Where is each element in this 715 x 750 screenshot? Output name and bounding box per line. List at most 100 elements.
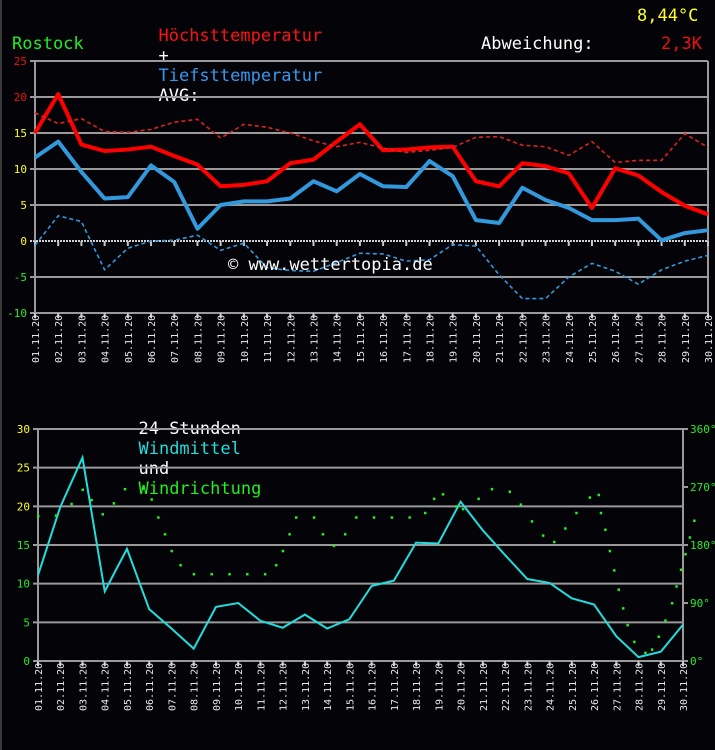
x-tick-label: 19.11.20 (449, 315, 460, 363)
direction-dot (644, 651, 647, 655)
direction-dot (81, 488, 84, 492)
direction-dot (617, 588, 620, 591)
y2-tick-label: 270° (690, 481, 715, 494)
x-tick-label: 27.11.20 (634, 315, 645, 363)
direction-dot (597, 493, 600, 497)
direction-dot (101, 513, 104, 516)
watermark: © www.wettertopia.de (228, 255, 433, 275)
x-tick-label: 09.11.20 (217, 315, 228, 363)
wind-title-windrichtung: Windrichtung (138, 479, 262, 499)
y-tick-label: 20 (17, 500, 30, 513)
deviation-label: Abweichung: (481, 34, 594, 54)
x-tick-label: 24.11.20 (546, 663, 557, 711)
title-low: Tiefsttemperatur (158, 66, 323, 86)
direction-dot (575, 511, 578, 515)
direction-dot (332, 544, 336, 548)
x-tick-label: 17.11.20 (390, 663, 401, 711)
direction-dot (675, 585, 678, 588)
y-tick-label: 0 (20, 235, 27, 248)
direction-dot (163, 533, 167, 536)
x-tick-label: 27.11.20 (612, 663, 623, 711)
x-tick-label: 12.11.20 (279, 663, 290, 711)
y-tick-label: -5 (14, 271, 27, 284)
direction-dot (141, 487, 145, 490)
direction-dot (295, 516, 298, 519)
x-tick-label: 29.11.20 (681, 315, 692, 363)
x-tick-label: 21.11.20 (479, 663, 490, 711)
direction-dot (343, 533, 347, 536)
x-tick-label: 26.11.20 (590, 663, 601, 711)
x-tick-label: 15.11.20 (345, 663, 356, 711)
x-tick-label: 13.11.20 (301, 663, 312, 711)
direction-dot (390, 516, 394, 519)
x-tick-label: 13.11.20 (309, 315, 320, 363)
series-line (34, 112, 709, 164)
y2-tick-label: 0° (690, 655, 703, 668)
y-tick-label: 0 (23, 655, 30, 668)
x-tick-label: 28.11.20 (635, 663, 646, 711)
direction-dot (688, 536, 692, 539)
direction-dot (664, 619, 667, 622)
x-tick-label: 25.11.20 (588, 315, 599, 363)
direction-dot (321, 533, 325, 536)
direction-dot (541, 534, 545, 537)
direction-dot (372, 516, 376, 519)
direction-dot (530, 520, 534, 523)
x-tick-label: 05.11.20 (123, 663, 134, 711)
x-tick-label: 10.11.20 (234, 663, 245, 711)
x-tick-label: 11.11.20 (263, 315, 274, 363)
direction-dot (519, 503, 523, 506)
x-tick-label: 21.11.20 (495, 315, 506, 363)
y-tick-label: 20 (14, 91, 27, 104)
x-tick-label: 03.11.20 (78, 663, 89, 711)
x-tick-label: 18.11.20 (412, 663, 423, 711)
direction-dot (54, 514, 58, 517)
x-tick-label: 01.11.20 (34, 663, 45, 711)
x-tick-label: 15.11.20 (356, 315, 367, 363)
direction-dot (281, 549, 285, 553)
y-tick-label: 5 (23, 616, 30, 629)
direction-dot (441, 493, 445, 496)
x-tick-label: 18.11.20 (426, 315, 437, 363)
direction-dot (228, 573, 231, 576)
wind-title-windmittel: Windmittel (138, 439, 241, 459)
direction-dot (274, 563, 278, 567)
left-edge-divider (0, 0, 2, 750)
direction-dot (90, 498, 93, 502)
x-tick-label: 30.11.20 (704, 315, 715, 363)
chart-title: Höchsttemperatur + Tiefsttemperatur AVG: (138, 6, 322, 106)
y-tick-label: 10 (14, 163, 27, 176)
direction-dot (604, 528, 607, 532)
x-tick-label: 09.11.20 (212, 663, 223, 711)
direction-dot (679, 568, 683, 571)
direction-dot (170, 549, 173, 553)
x-tick-label: 03.11.20 (77, 315, 88, 363)
deviation-value: 2,3K (661, 34, 702, 54)
x-tick-label: 26.11.20 (611, 315, 622, 363)
direction-dot (70, 502, 73, 506)
direction-dot (179, 563, 182, 567)
y-tick-label: 15 (17, 539, 30, 552)
x-tick-label: 14.11.20 (323, 663, 334, 711)
direction-dot (210, 573, 213, 576)
direction-dot (670, 602, 674, 605)
direction-dot (608, 549, 612, 553)
y2-tick-label: 90° (690, 597, 710, 610)
x-tick-label: 14.11.20 (333, 315, 344, 363)
x-tick-label: 20.11.20 (457, 663, 468, 711)
x-tick-label: 16.11.20 (379, 315, 390, 363)
direction-dot (633, 640, 636, 644)
wind-title-und: und (138, 459, 170, 479)
direction-dot (150, 498, 153, 501)
direction-dot (263, 573, 267, 576)
x-tick-label: 06.11.20 (147, 315, 158, 363)
location-label: Rostock (12, 34, 84, 54)
direction-dot (490, 487, 494, 491)
direction-dot (508, 490, 512, 494)
x-tick-label: 08.11.20 (193, 315, 204, 363)
y-tick-label: -10 (7, 307, 27, 320)
direction-dot (621, 607, 625, 610)
direction-dot (461, 507, 465, 511)
direction-dot (288, 533, 291, 536)
